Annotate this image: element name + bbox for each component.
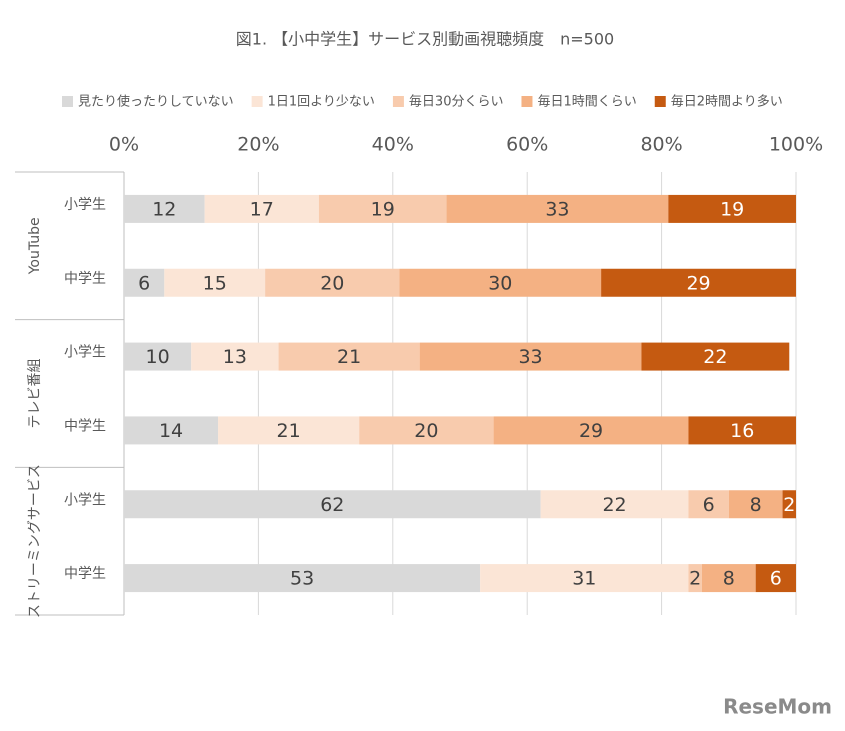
data-label: 10 [146,346,170,368]
bar-segment [191,342,279,371]
y-tick-label: 中学生 [64,566,106,582]
bar-segment [688,564,702,593]
bar-segment [218,416,360,445]
bar-segment [782,490,796,519]
legend-swatch [251,96,263,107]
data-label: 12 [152,198,176,220]
bar-segment [601,268,796,297]
data-label: 14 [159,420,183,442]
y-tick-label: 小学生 [64,345,106,361]
bar-segment [359,416,494,445]
bar-segment [124,416,219,445]
bar-segment [265,268,400,297]
data-label: 13 [223,346,247,368]
bar-segment [755,564,796,593]
bar-segment [164,268,266,297]
bar-segment [641,342,790,371]
x-tick-label: 60% [506,134,548,156]
bar-segment [124,268,165,297]
data-label: 8 [750,494,762,516]
bar-segment [278,342,420,371]
legend-label: 毎日1時間くらい [537,94,636,110]
bar-segment [419,342,642,371]
data-label: 33 [545,198,569,220]
bar-segment [124,342,192,371]
watermark: ReseMom [723,695,832,719]
legend-label: 毎日30分くらい [409,94,504,110]
data-label: 30 [488,272,512,294]
legend-swatch [521,96,533,107]
data-label: 22 [602,494,626,516]
data-label: 21 [337,346,361,368]
bar-segment [399,268,602,297]
bar-segment [728,490,783,519]
bar-segment [701,564,756,593]
data-label: 20 [320,272,344,294]
group-label: YouTube [27,217,43,275]
bar-segment [124,490,541,519]
group-label: ストリーミングサービス [27,464,43,618]
legend-label: 毎日2時間より多い [671,94,783,110]
group-label: テレビ番組 [27,359,43,429]
data-label: 8 [723,568,735,590]
data-label: 21 [277,420,301,442]
x-tick-label: 40% [372,134,414,156]
data-label: 53 [290,568,314,590]
y-tick-label: 中学生 [64,418,106,434]
y-tick-label: 小学生 [64,197,106,213]
y-tick-label: 小学生 [64,492,106,508]
bar-segment [540,490,689,519]
bar-segment [124,194,205,223]
data-label: 19 [720,198,744,220]
bar-segment [480,564,689,593]
data-label: 19 [371,198,395,220]
bar-segment [493,416,689,445]
data-label: 6 [770,568,782,590]
bar-segment [446,194,669,223]
data-label: 31 [572,568,596,590]
data-label: 62 [320,494,344,516]
legend-swatch [62,96,73,107]
legend-swatch [654,96,666,107]
data-label: 33 [518,346,542,368]
x-tick-label: 0% [109,134,139,156]
x-tick-label: 80% [640,134,682,156]
data-label: 17 [250,198,274,220]
bar-segment [668,194,796,223]
x-tick-label: 100% [769,134,823,156]
bar-segment [688,416,796,445]
data-label: 6 [703,494,715,516]
data-label: 6 [138,272,150,294]
data-label: 20 [414,420,438,442]
legend-swatch [392,96,404,107]
data-label: 2 [689,568,701,590]
bar-segment [204,194,319,223]
bar-segment [318,194,447,223]
data-label: 15 [203,272,227,294]
chart-title: 図1. 【小中学生】サービス別動画視聴頻度 n=500 [236,30,614,49]
data-label: 16 [730,420,754,442]
data-label: 29 [579,420,603,442]
y-tick-label: 中学生 [64,271,106,287]
x-tick-label: 20% [237,134,279,156]
data-label: 22 [703,346,727,368]
legend-label: 1日1回より少ない [268,95,375,110]
bar-segment [688,490,729,519]
bar-segment [124,564,481,593]
data-label: 29 [686,272,710,294]
data-label: 2 [783,494,795,516]
legend-label: 見たり使ったりしていない [78,94,234,110]
